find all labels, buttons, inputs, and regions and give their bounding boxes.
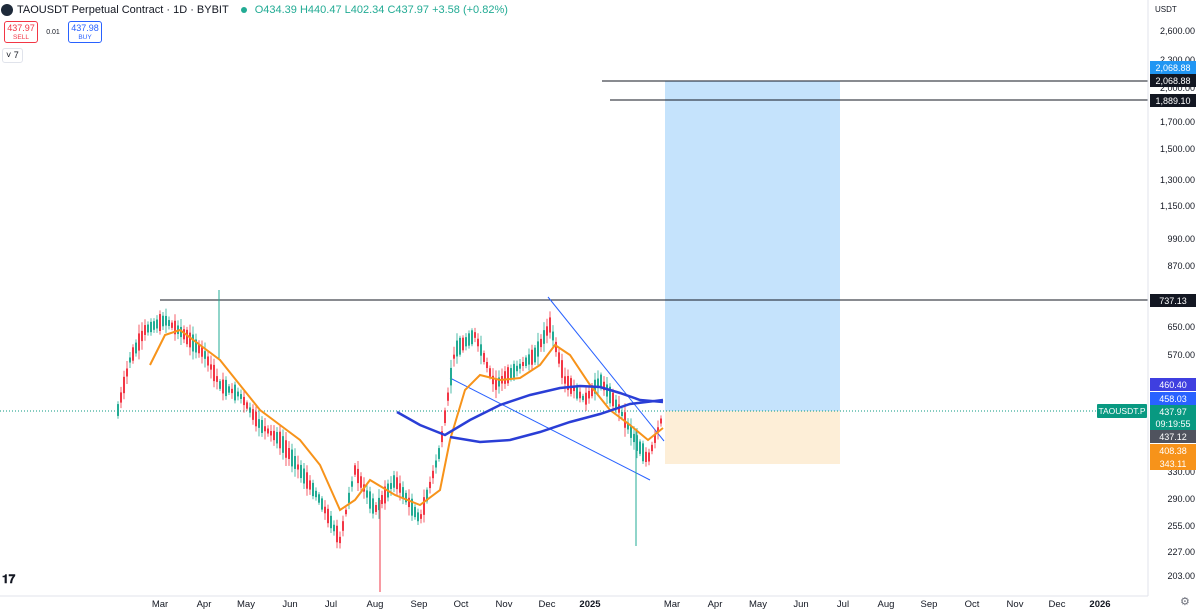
candlesticks bbox=[117, 290, 662, 592]
symbol-tag bbox=[1097, 404, 1147, 418]
price-label-box bbox=[1150, 444, 1196, 457]
position-profit-zone[interactable] bbox=[665, 81, 840, 411]
price-label: 1,889.10 bbox=[1155, 96, 1190, 106]
time-label: Apr bbox=[197, 599, 212, 610]
time-label: Jul bbox=[837, 599, 849, 610]
price-axis-labels: 2,068.88 2,068.88 1,889.10 737.13 460.40 458.… bbox=[1150, 61, 1196, 470]
time-label: 2026 bbox=[1089, 599, 1110, 610]
price-label-box bbox=[1150, 378, 1196, 391]
time-label: Mar bbox=[152, 599, 168, 610]
price-label: 437.97 bbox=[1159, 407, 1187, 417]
price-tick: 1,500.00 bbox=[1160, 144, 1195, 154]
currency-selector[interactable]: USDT bbox=[1155, 5, 1177, 14]
price-tick: 330.00 bbox=[1167, 467, 1195, 477]
price-tick: 2,000.00 bbox=[1160, 83, 1195, 93]
price-tick: 255.00 bbox=[1167, 521, 1195, 531]
time-label: Jun bbox=[793, 599, 808, 610]
price-label: 343.11 bbox=[1160, 459, 1187, 469]
time-label: Mar bbox=[664, 599, 680, 610]
buy-price: 437.98 bbox=[71, 23, 99, 33]
price-label: 408.38 bbox=[1159, 446, 1187, 456]
price-label-box bbox=[1150, 294, 1196, 307]
price-tick: 227.00 bbox=[1167, 547, 1195, 557]
time-label: Aug bbox=[878, 599, 895, 610]
price-label: 09:19:55 bbox=[1155, 419, 1190, 429]
price-label-box bbox=[1150, 74, 1196, 87]
price-tick: 290.00 bbox=[1167, 494, 1195, 504]
price-label: 437.12 bbox=[1159, 432, 1187, 442]
position-loss-zone[interactable] bbox=[665, 411, 840, 464]
symbol-title[interactable]: TAOUSDT Perpetual Contract · 1D · BYBIT bbox=[17, 4, 229, 16]
price-label: 2,068.88 bbox=[1155, 76, 1190, 86]
price-tick: 990.00 bbox=[1167, 234, 1195, 244]
time-axis-labels[interactable]: Mar Apr May Jun Jul Aug Sep Oct Nov Dec 2025 Mar Apr… bbox=[152, 599, 1111, 610]
sell-button[interactable]: 437.97 SELL bbox=[4, 21, 38, 43]
symbol-tag-text: TAOUSDT.P bbox=[1098, 406, 1145, 416]
price-label: 460.40 bbox=[1159, 380, 1187, 390]
price-tick: 570.00 bbox=[1167, 350, 1195, 360]
price-tick: 2,600.00 bbox=[1160, 26, 1195, 36]
sell-label: SELL bbox=[13, 34, 29, 41]
price-tick: 1,700.00 bbox=[1160, 117, 1195, 127]
symbol-logo-icon bbox=[1, 4, 13, 16]
price-tick: 1,300.00 bbox=[1160, 175, 1195, 185]
time-label: 2025 bbox=[579, 599, 601, 610]
buy-button[interactable]: 437.98 BUY bbox=[68, 21, 102, 43]
spread-value: 0.01 bbox=[46, 28, 60, 36]
price-label-box bbox=[1150, 417, 1196, 430]
price-tick: 2,300.00 bbox=[1160, 55, 1195, 65]
trade-panel: 437.97 SELL 0.01 437.98 BUY bbox=[4, 21, 102, 43]
price-tick: 1,150.00 bbox=[1160, 201, 1195, 211]
time-label: Apr bbox=[708, 599, 723, 610]
time-label: Jun bbox=[282, 599, 297, 610]
indicators-toggle[interactable]: ˅ 7 bbox=[2, 48, 23, 63]
ohlc-values: O434.39 H440.47 L402.34 C437.97 +3.58 (+… bbox=[254, 4, 508, 16]
time-label: Nov bbox=[1007, 599, 1024, 610]
price-tick: 650.00 bbox=[1167, 322, 1195, 332]
tradingview-logo-icon[interactable]: 𝟏𝟕 bbox=[2, 572, 16, 586]
settings-gear-icon[interactable]: ⚙ bbox=[1180, 596, 1190, 608]
sell-price: 437.97 bbox=[7, 23, 35, 33]
moving-average-blue bbox=[396, 384, 664, 444]
time-label: Sep bbox=[921, 599, 938, 610]
price-label-box bbox=[1150, 61, 1196, 74]
wedge-upper-line[interactable] bbox=[547, 296, 665, 442]
price-label-box bbox=[1150, 392, 1196, 405]
price-label: 2,068.88 bbox=[1155, 63, 1190, 73]
time-label: Dec bbox=[539, 599, 556, 610]
time-label: Oct bbox=[965, 599, 980, 610]
time-label: Aug bbox=[367, 599, 384, 610]
price-tick: 203.00 bbox=[1167, 571, 1195, 581]
time-label: May bbox=[237, 599, 255, 610]
market-open-icon bbox=[240, 7, 247, 13]
buy-label: BUY bbox=[78, 34, 92, 41]
symbol-header[interactable]: TAOUSDT Perpetual Contract · 1D · BYBIT … bbox=[0, 0, 508, 20]
price-label-box bbox=[1150, 430, 1196, 443]
time-label: Nov bbox=[496, 599, 513, 610]
time-label: Jul bbox=[325, 599, 337, 610]
price-label: 737.13 bbox=[1159, 296, 1187, 306]
price-label-box bbox=[1150, 94, 1196, 107]
time-label: Sep bbox=[411, 599, 428, 610]
time-label: Oct bbox=[454, 599, 469, 610]
price-label: 458.03 bbox=[1159, 394, 1187, 404]
time-label: May bbox=[749, 599, 767, 610]
time-label: Dec bbox=[1049, 599, 1066, 610]
moving-average-orange bbox=[149, 328, 664, 512]
price-label-box bbox=[1150, 405, 1196, 418]
price-label-box bbox=[1150, 457, 1196, 470]
price-tick: 870.00 bbox=[1167, 261, 1195, 271]
